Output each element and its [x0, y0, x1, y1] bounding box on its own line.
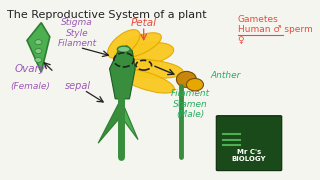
Text: Stigma
Style
Filament: Stigma Style Filament — [57, 18, 96, 48]
Text: sepal: sepal — [65, 82, 91, 91]
Text: Filament
Stamen
(Male): Filament Stamen (Male) — [171, 89, 210, 119]
Ellipse shape — [114, 42, 174, 67]
Ellipse shape — [176, 71, 196, 87]
Ellipse shape — [119, 69, 174, 93]
Polygon shape — [98, 99, 121, 143]
Text: Petal: Petal — [131, 18, 157, 28]
FancyBboxPatch shape — [216, 116, 282, 171]
Ellipse shape — [35, 40, 42, 45]
Ellipse shape — [35, 57, 42, 62]
Polygon shape — [121, 99, 138, 140]
Polygon shape — [109, 46, 135, 99]
Text: Mr C's
BIOLOGY: Mr C's BIOLOGY — [232, 149, 266, 162]
Text: (Female): (Female) — [10, 82, 50, 91]
Ellipse shape — [186, 78, 204, 91]
Text: Anther: Anther — [211, 71, 241, 80]
Ellipse shape — [35, 49, 42, 53]
Text: Gametes
Human ♂ sperm
♀: Gametes Human ♂ sperm ♀ — [238, 15, 312, 45]
Text: The Reproductive System of a plant: The Reproductive System of a plant — [7, 10, 207, 20]
Ellipse shape — [108, 30, 140, 58]
Ellipse shape — [115, 33, 161, 59]
Polygon shape — [27, 23, 50, 72]
Ellipse shape — [116, 59, 183, 78]
Text: Ovary: Ovary — [14, 64, 45, 74]
Ellipse shape — [117, 46, 130, 52]
